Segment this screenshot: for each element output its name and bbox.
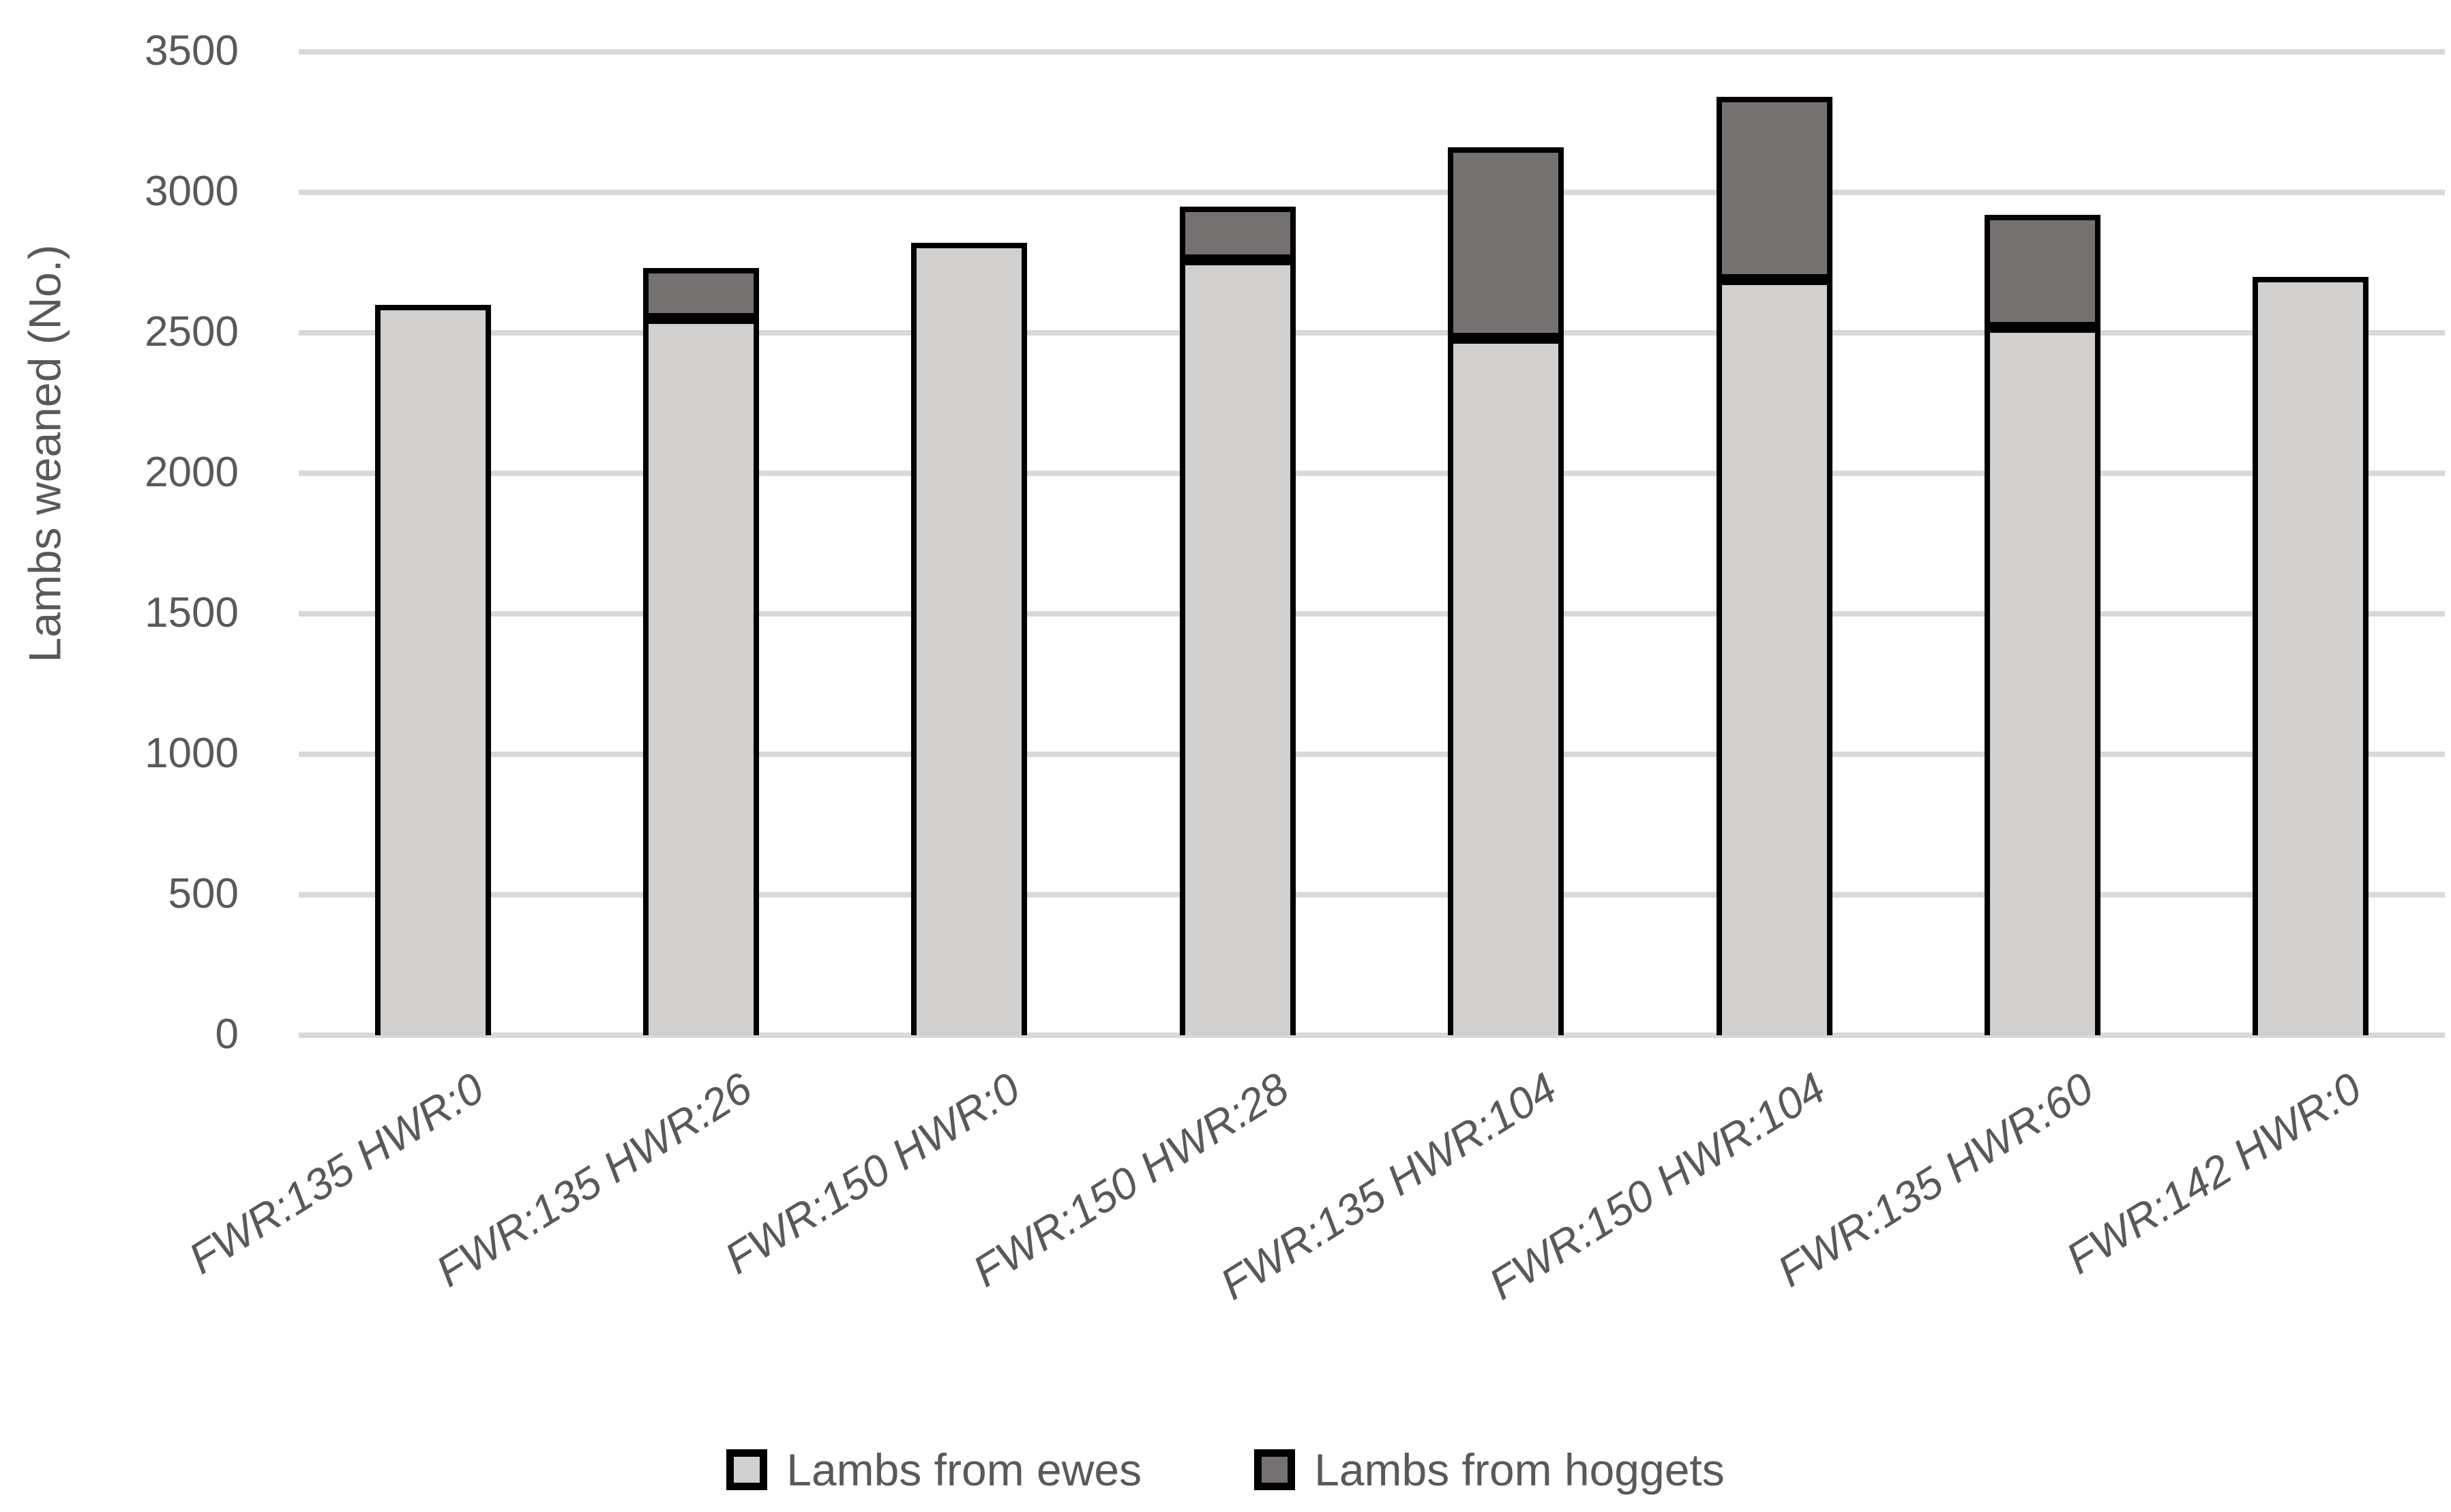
x-axis-label: FWR:135 HWR:0 [180, 1063, 492, 1284]
bar-segment-ewes [374, 305, 491, 1035]
x-axis-label: FWR:142 HWR:0 [2058, 1063, 2370, 1284]
bar-segment-ewes [643, 318, 760, 1035]
legend-item-hoggets: Lambs from hoggets [1254, 1444, 1725, 1496]
gridline [299, 752, 2445, 757]
bar-segment-ewes [1716, 280, 1832, 1035]
legend: Lambs from ewes Lambs from hoggets [0, 1425, 2451, 1512]
bar [643, 52, 760, 1035]
x-axis-label: FWR:135 HWR:60 [1769, 1063, 2102, 1296]
y-axis-tick-label: 0 [215, 1011, 239, 1058]
x-axis-label: FWR:135 HWR:104 [1212, 1063, 1565, 1309]
bar [1716, 52, 1832, 1035]
gridline [299, 330, 2445, 336]
gridline [299, 49, 2445, 55]
x-axis-label: FWR:150 HWR:28 [964, 1063, 1297, 1296]
y-axis-tick-label: 1000 [145, 730, 239, 777]
y-axis-tick-label: 1500 [145, 589, 239, 637]
gridline [299, 471, 2445, 476]
legend-label-hoggets: Lambs from hoggets [1314, 1444, 1725, 1495]
y-axis-tick-labels: 3500 3000 2500 2000 1500 1000 500 0 [0, 27, 299, 1058]
x-axis-label: FWR:150 HWR:0 [716, 1063, 1029, 1284]
bar-segment-ewes [1984, 327, 2100, 1035]
gridline [299, 611, 2445, 617]
bar [1984, 52, 2100, 1035]
bar-segment-hoggets [1179, 207, 1296, 260]
bar [374, 52, 491, 1035]
legend-item-ewes: Lambs from ewes [726, 1444, 1142, 1496]
bar-segment-hoggets [1984, 215, 2100, 327]
bar-segment-hoggets [1716, 97, 1832, 280]
x-axis-label: FWR:135 HWR:26 [428, 1063, 760, 1296]
gridline [299, 1033, 2445, 1038]
y-axis-tick-label: 2500 [145, 308, 239, 356]
bar-segment-ewes [1448, 338, 1564, 1035]
bar-segment-hoggets [1448, 147, 1564, 338]
bar-segment-hoggets [643, 268, 760, 318]
y-axis-tick-label: 3000 [145, 168, 239, 216]
y-axis-tick-label: 3500 [145, 27, 239, 75]
bar [911, 52, 1028, 1035]
bar-segment-ewes [2253, 277, 2369, 1035]
bar [2253, 52, 2369, 1035]
bar-segment-ewes [911, 243, 1028, 1035]
gridline [299, 190, 2445, 195]
legend-label-ewes: Lambs from ewes [786, 1444, 1142, 1495]
bar-segment-ewes [1179, 260, 1296, 1035]
legend-swatch-ewes [726, 1449, 768, 1490]
legend-swatch-hoggets [1254, 1449, 1296, 1490]
gridline [299, 892, 2445, 898]
bar [1448, 52, 1564, 1035]
bar [1179, 52, 1296, 1035]
y-axis-tick-label: 2000 [145, 449, 239, 496]
plot-area [299, 49, 2445, 1038]
x-axis-label: FWR:150 HWR:104 [1480, 1063, 1834, 1309]
y-axis-tick-label: 500 [168, 870, 239, 918]
